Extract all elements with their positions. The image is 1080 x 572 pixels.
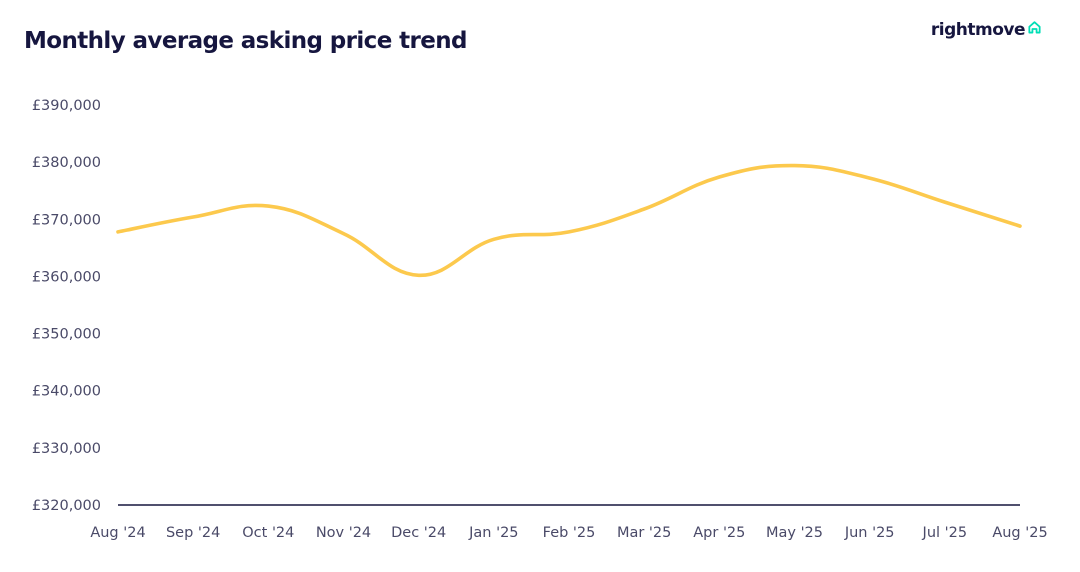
y-tick-label: £360,000 xyxy=(32,269,101,285)
x-tick-label: Sep '24 xyxy=(166,525,220,541)
y-tick-label: £350,000 xyxy=(32,327,101,343)
x-tick-label: Feb '25 xyxy=(543,525,596,541)
y-tick-label: £380,000 xyxy=(32,155,101,171)
x-tick-label: Jan '25 xyxy=(468,525,518,541)
y-tick-label: £330,000 xyxy=(32,441,101,457)
y-tick-label: £370,000 xyxy=(32,212,101,228)
series-line xyxy=(116,163,1022,278)
x-tick-label: May '25 xyxy=(766,525,823,541)
x-tick-label: Dec '24 xyxy=(391,525,446,541)
x-tick-label: Jul '25 xyxy=(922,525,968,541)
y-tick-label: £320,000 xyxy=(32,498,101,514)
brand-logo: rightmove xyxy=(931,20,1042,40)
x-tick-label: Aug '25 xyxy=(992,525,1047,541)
x-tick-label: Nov '24 xyxy=(316,525,371,541)
y-tick-label: £390,000 xyxy=(32,98,101,114)
house-outline-icon xyxy=(1028,20,1041,33)
x-tick-label: Mar '25 xyxy=(617,525,671,541)
x-tick-label: Jun '25 xyxy=(844,525,895,541)
chart-title: Monthly average asking price trend xyxy=(24,28,468,54)
y-tick-label: £340,000 xyxy=(32,384,101,400)
y-axis-tick-labels: £320,000 £330,000 £340,000 £350,000 £360,000… xyxy=(32,98,101,514)
x-tick-label: Apr '25 xyxy=(693,525,745,541)
x-tick-label: Aug '24 xyxy=(90,525,145,541)
x-axis-tick-labels: Aug '24 Sep '24 Oct '24 Nov '24 Dec '24 Jan '… xyxy=(90,525,1047,541)
brand-logo-text: rightmove xyxy=(930,20,1026,40)
x-tick-label: Oct '24 xyxy=(242,525,294,541)
